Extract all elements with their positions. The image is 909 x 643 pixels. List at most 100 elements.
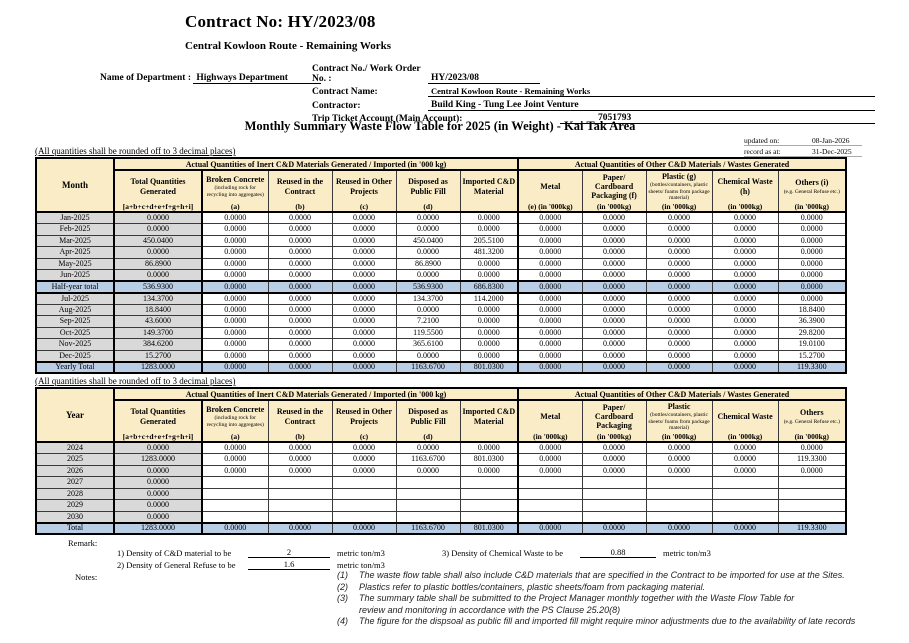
value-cell <box>395 510 461 524</box>
value-cell <box>777 476 847 489</box>
value-cell: 43.6000 <box>113 315 203 328</box>
density-unit: metric ton/m3 <box>663 548 711 558</box>
value-cell <box>201 487 269 501</box>
value-cell: 1283.0000 <box>113 453 203 466</box>
value-cell: 119.3300 <box>777 521 847 536</box>
value-cell: 0.0000 <box>459 269 520 282</box>
column-sub-header: (in '000kg) <box>581 432 647 443</box>
value-cell: 0.0000 <box>331 453 397 466</box>
value-cell: 0.0000 <box>581 303 647 317</box>
table-row: Yearly Total 1283.0000 0.0000 0.0000 0.0000 1… <box>35 360 847 375</box>
density-value: 0.88 <box>580 547 656 558</box>
value-cell: 536.9300 <box>113 280 203 294</box>
column-desc: (including rock for recycling into aggre… <box>206 415 264 428</box>
contract-no-row: Contract No./ Work Order No. : HY/2023/0… <box>312 64 875 84</box>
value-cell: 0.0000 <box>201 464 269 478</box>
value-cell: 686.8300 <box>459 280 520 294</box>
value-cell: 134.3700 <box>395 292 461 305</box>
value-cell: 0.0000 <box>267 246 333 259</box>
column-sub-header <box>459 202 520 213</box>
value-cell: 0.0000 <box>459 257 520 271</box>
value-cell: 86.8900 <box>395 257 461 271</box>
group-header-other: Actual Quantities of Other C&D Materials… <box>517 157 848 171</box>
column-sub-header: (in '000kg) <box>645 432 713 443</box>
value-cell <box>581 487 647 501</box>
value-cell: 0.0000 <box>711 464 779 478</box>
value-cell: 0.0000 <box>581 464 647 478</box>
table-row: 2030 0.0000 <box>35 510 847 524</box>
column-sub-header: (in '000kg) <box>645 202 713 213</box>
value-cell: 119.5500 <box>395 326 461 340</box>
table-row: Dec-2025 15.2700 0.0000 0.0000 0.0000 0.0000 0… <box>35 349 847 363</box>
column-header: Total Quantities Generated <box>113 169 203 203</box>
value-cell: 0.0000 <box>267 453 333 466</box>
column-title: Total Quantities Generated <box>130 177 186 196</box>
value-cell: 0.0000 <box>395 349 461 363</box>
value-cell: 0.0000 <box>711 441 779 455</box>
column-header: Reused in the Contract <box>267 169 333 203</box>
value-cell: 0.0000 <box>711 257 779 271</box>
value-cell: 0.0000 <box>645 234 713 248</box>
meta-block: updated on: 08-Jan-2026 record as at: 31… <box>744 135 862 157</box>
column-header: Reused in Other Projects <box>331 169 397 203</box>
value-cell: 0.0000 <box>267 234 333 248</box>
contractor-row: Contractor: Build King - Tung Lee Joint … <box>312 97 875 111</box>
column-sub-header: (c) <box>331 432 397 443</box>
column-title: Reused in the Contract <box>276 407 324 426</box>
value-cell: 0.0000 <box>267 349 333 363</box>
trip-ticket-label: Trip Ticket Account (Main Account): <box>312 114 463 124</box>
value-cell: 0.0000 <box>201 280 269 294</box>
column-title: Broken Concrete <box>206 405 265 415</box>
value-cell: 0.0000 <box>331 292 397 305</box>
row-label: May-2025 <box>35 257 115 271</box>
value-cell: 0.0000 <box>711 315 779 328</box>
value-cell: 0.0000 <box>581 211 647 225</box>
value-cell: 0.0000 <box>395 223 461 236</box>
value-cell: 0.0000 <box>113 246 203 259</box>
column-sub-header: (b) <box>267 432 333 443</box>
page-title: Monthly Summary Waste Flow Table for 202… <box>244 119 636 133</box>
row-label: 2030 <box>35 510 115 524</box>
value-cell: 384.6200 <box>113 338 203 351</box>
value-cell: 15.2700 <box>777 349 847 363</box>
value-cell: 0.0000 <box>395 211 461 225</box>
updated-on-label: updated on: <box>744 136 780 145</box>
value-cell: 0.0000 <box>201 453 269 466</box>
value-cell: 0.0000 <box>777 234 847 248</box>
column-title: Plastic <box>667 402 691 411</box>
updated-on-value: 08-Jan-2026 <box>812 136 850 145</box>
column-title: Others (i) <box>795 178 829 188</box>
value-cell: 0.0000 <box>459 211 520 225</box>
note-text: The summary table shall be submitted to … <box>359 593 795 615</box>
value-cell: 0.0000 <box>201 360 269 375</box>
table-row: Apr-2025 0.0000 0.0000 0.0000 0.0000 0.0000 48… <box>35 246 847 259</box>
department-row: Name of Department : Highways Department <box>100 73 322 84</box>
value-cell: 1283.0000 <box>113 360 203 375</box>
value-cell: 0.0000 <box>645 441 713 455</box>
column-title: Reused in the Contract <box>276 177 324 196</box>
value-cell <box>331 510 397 524</box>
value-cell: 0.0000 <box>331 211 397 225</box>
value-cell: 0.0000 <box>331 349 397 363</box>
value-cell <box>645 487 713 501</box>
density-unit: metric ton/m3 <box>337 548 385 558</box>
column-header: Chemical Waste (h) <box>711 169 779 203</box>
column-header: Disposed as Public Fill <box>395 399 461 433</box>
value-cell: 0.0000 <box>581 453 647 466</box>
value-cell: 19.0100 <box>777 338 847 351</box>
density-cd-material: 1) Density of C&D material to be 2 metri… <box>117 547 385 558</box>
value-cell: 0.0000 <box>331 326 397 340</box>
value-cell: 0.0000 <box>711 303 779 317</box>
value-cell: 0.0000 <box>711 338 779 351</box>
column-header: Imported C&D Material <box>459 169 520 203</box>
value-cell: 0.0000 <box>267 326 333 340</box>
value-cell: 0.0000 <box>517 292 583 305</box>
value-cell <box>517 487 583 501</box>
value-cell: 0.0000 <box>581 360 647 375</box>
value-cell: 0.0000 <box>711 326 779 340</box>
value-cell: 450.0400 <box>113 234 203 248</box>
value-cell: 0.0000 <box>517 246 583 259</box>
document-title: Contract No: HY/2023/08 <box>185 12 376 31</box>
value-cell: 0.0000 <box>645 280 713 294</box>
record-as-at-value: 31-Dec-2025 <box>812 147 852 156</box>
